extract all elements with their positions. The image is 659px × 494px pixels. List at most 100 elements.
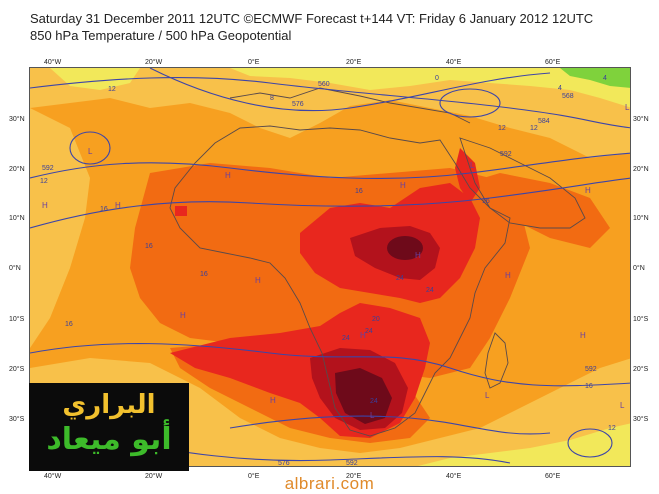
website-watermark: albrari.com <box>284 474 375 493</box>
temperature-label: 24 <box>370 398 378 405</box>
high-center: H <box>270 396 276 405</box>
chart-title: Saturday 31 December 2011 12UTC ©ECMWF F… <box>30 11 594 26</box>
band-below-4 <box>560 68 630 88</box>
band-above-28 <box>335 368 392 424</box>
geopotential-contour <box>30 342 630 387</box>
band-8-12 <box>30 68 630 158</box>
lat-tick-left: 10°S <box>9 316 25 323</box>
lat-tick-left: 0°N <box>9 265 21 272</box>
high-center: H <box>115 201 121 210</box>
logo: البراري أبو ميعاد <box>29 383 189 471</box>
high-center: H <box>400 181 406 190</box>
high-center: H <box>180 311 186 320</box>
temperature-label: 4 <box>603 75 607 82</box>
forecast-map-svg: 12 8 0 4 4 12 12 12 16 16 16 16 16 16 24… <box>30 68 630 467</box>
low-center: L <box>625 103 630 112</box>
low-center: L <box>88 147 93 156</box>
low-center: L <box>620 401 625 410</box>
geopotential-contours <box>30 68 630 464</box>
lat-tick-right: 10°S <box>633 316 649 323</box>
lon-tick-top: 0°E <box>248 59 260 66</box>
high-center: H <box>255 276 261 285</box>
temperature-label: 20 <box>372 316 380 323</box>
geopotential-contour <box>229 415 551 435</box>
temperature-label: 16 <box>100 206 108 213</box>
geopotential-contour <box>149 68 551 112</box>
temperature-label: 16 <box>482 198 490 205</box>
temperature-label: 24 <box>365 328 373 335</box>
lat-tick-left: 20°N <box>9 166 25 173</box>
lat-tick-right: 30°S <box>633 416 649 423</box>
high-center: H <box>360 331 366 340</box>
geopotential-contour <box>30 152 630 179</box>
chart-subtitle: 850 hPa Temperature / 500 hPa Geopotenti… <box>30 28 292 43</box>
geopotential-label: 592 <box>585 366 597 373</box>
geopotential-label: 576 <box>292 101 304 108</box>
geopotential-label: 568 <box>562 93 574 100</box>
geopotential-label: 592 <box>500 151 512 158</box>
lon-tick-bottom: 20°W <box>145 473 163 480</box>
geopotential-contour <box>30 177 630 229</box>
lon-tick-top: 20°W <box>145 59 163 66</box>
high-center: H <box>225 171 231 180</box>
lon-tick-bottom: 40°W <box>44 473 62 480</box>
band-above-28 <box>387 236 423 260</box>
high-center: H <box>585 186 591 195</box>
lat-tick-right: 20°N <box>633 166 649 173</box>
lat-tick-right: 0°N <box>633 265 645 272</box>
temperature-label: 12 <box>608 425 616 432</box>
low-center: L <box>485 391 490 400</box>
temperature-label: 16 <box>200 271 208 278</box>
logo-line2: أبو ميعاد <box>46 422 172 457</box>
high-center: H <box>415 251 421 260</box>
lat-tick-left: 20°S <box>9 366 25 373</box>
temperature-label: 8 <box>270 95 274 102</box>
geopotential-label: 592 <box>42 165 54 172</box>
temperature-label: 24 <box>396 275 404 282</box>
coastline-arabia <box>459 137 586 229</box>
temperature-label: 0 <box>435 75 439 82</box>
geopotential-label: 584 <box>538 118 550 125</box>
forecast-map: 12 8 0 4 4 12 12 12 16 16 16 16 16 16 24… <box>29 67 631 467</box>
lat-tick-left: 30°N <box>9 116 25 123</box>
coastline-africa <box>169 125 511 437</box>
low-center: L <box>370 411 375 420</box>
band-4-8 <box>50 68 140 90</box>
lon-tick-bottom: 40°E <box>446 473 462 480</box>
geopotential-label: 592 <box>346 460 358 467</box>
lat-tick-left: 10°N <box>9 215 25 222</box>
temperature-label: 16 <box>585 383 593 390</box>
band-8-12 <box>30 108 90 348</box>
geopotential-low <box>567 428 613 458</box>
lon-tick-top: 20°E <box>346 59 362 66</box>
temperature-label: 16 <box>355 188 363 195</box>
temperature-label: 24 <box>426 287 434 294</box>
lat-tick-right: 10°N <box>633 215 649 222</box>
geopotential-contour <box>30 77 630 129</box>
temperature-label: 12 <box>530 125 538 132</box>
high-center: H <box>505 271 511 280</box>
band-20-24 <box>175 206 187 216</box>
coastline-madagascar <box>484 332 509 389</box>
temperature-label: 12 <box>108 86 116 93</box>
temperature-label: 12 <box>498 125 506 132</box>
high-center: H <box>580 331 586 340</box>
temperature-label: 4 <box>558 85 562 92</box>
band-4-8 <box>418 423 630 466</box>
geopotential-low <box>69 131 111 165</box>
temperature-label: 16 <box>65 321 73 328</box>
logo-line1: البراري <box>62 390 156 420</box>
geopotential-label: 560 <box>318 81 330 88</box>
geopotential-low <box>439 88 501 118</box>
temperature-label: 24 <box>342 335 350 342</box>
geopotential-label: 576 <box>278 460 290 467</box>
lat-tick-left: 30°S <box>9 416 25 423</box>
lon-tick-bottom: 20°E <box>346 473 362 480</box>
high-center: H <box>42 201 48 210</box>
band-16-20 <box>450 173 610 248</box>
lon-tick-top: 60°E <box>545 59 561 66</box>
lat-tick-right: 30°N <box>633 116 649 123</box>
lat-tick-right: 20°S <box>633 366 649 373</box>
low-center: L <box>470 161 475 170</box>
band-20-24 <box>455 148 480 203</box>
